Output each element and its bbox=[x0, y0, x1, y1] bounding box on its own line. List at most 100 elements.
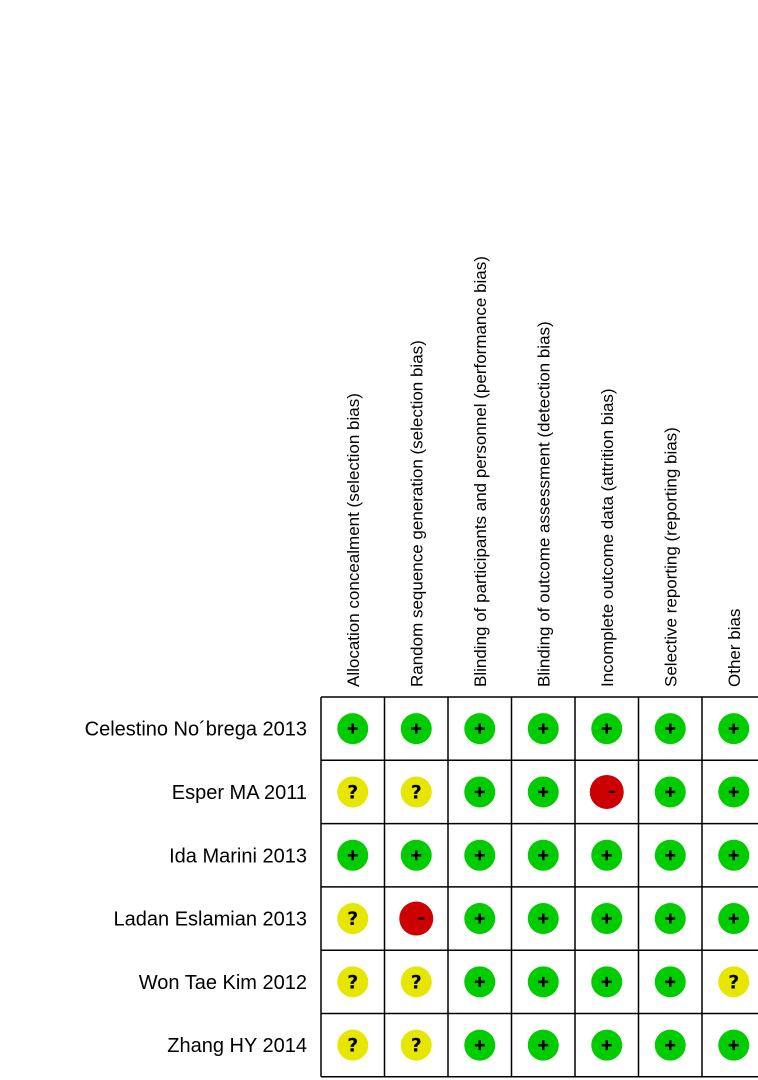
judgement-mark bbox=[464, 839, 496, 871]
unclear-symbol: ? bbox=[347, 781, 358, 803]
unclear-symbol: ? bbox=[728, 971, 739, 993]
plus-bar-v bbox=[669, 976, 672, 987]
judgement-circle bbox=[337, 1029, 369, 1061]
plus-bar-v bbox=[478, 976, 481, 987]
judgement-mark: ? bbox=[337, 903, 369, 935]
grid-lines bbox=[320, 696, 758, 1078]
study-label: Won Tae Kim 2012 bbox=[139, 972, 307, 994]
judgement-mark bbox=[718, 903, 750, 935]
judgement-mark bbox=[337, 713, 369, 745]
plus-bar-v bbox=[605, 1040, 608, 1051]
plus-bar-v bbox=[732, 850, 735, 861]
domain-label: Selective reporting (reporting bias) bbox=[661, 427, 680, 687]
judgement-mark: ? bbox=[400, 1029, 432, 1061]
plus-bar-v bbox=[478, 850, 481, 861]
judgement-mark bbox=[654, 839, 686, 871]
judgement-mark bbox=[464, 776, 496, 808]
judgement-mark: ? bbox=[337, 1029, 369, 1061]
judgement-circle bbox=[337, 966, 369, 998]
domain-label: Other bias bbox=[725, 609, 744, 687]
plus-bar-v bbox=[351, 723, 354, 734]
judgement-circle bbox=[337, 903, 369, 935]
study-label: Esper MA 2011 bbox=[172, 782, 307, 804]
domain-label: Allocation concealment (selection bias) bbox=[344, 393, 363, 687]
judgement-mark bbox=[400, 839, 432, 871]
judgement-mark bbox=[527, 966, 559, 998]
judgement-mark bbox=[718, 1029, 750, 1061]
domain-label: Incomplete outcome data (attrition bias) bbox=[598, 388, 617, 687]
judgement-marks: ???????? bbox=[337, 713, 750, 1061]
unclear-symbol: ? bbox=[347, 1035, 358, 1057]
plus-bar-v bbox=[542, 1040, 545, 1051]
plus-bar-v bbox=[415, 850, 418, 861]
plus-bar-v bbox=[605, 723, 608, 734]
domain-label: Random sequence generation (selection bi… bbox=[407, 340, 426, 687]
judgement-circle bbox=[400, 776, 432, 808]
judgement-mark bbox=[591, 839, 623, 871]
plus-bar-v bbox=[732, 1040, 735, 1051]
judgement-mark: ? bbox=[400, 776, 432, 808]
plus-bar-v bbox=[669, 786, 672, 797]
judgement-mark bbox=[464, 903, 496, 935]
plus-bar-v bbox=[478, 786, 481, 797]
plus-bar-v bbox=[542, 723, 545, 734]
study-label: Zhang HY 2014 bbox=[167, 1035, 307, 1057]
plus-bar-v bbox=[669, 913, 672, 924]
minus-bar bbox=[608, 790, 615, 793]
judgement-mark bbox=[591, 1029, 623, 1061]
judgement-mark: ? bbox=[337, 966, 369, 998]
judgement-mark bbox=[654, 966, 686, 998]
plus-bar-v bbox=[732, 913, 735, 924]
judgement-mark bbox=[654, 776, 686, 808]
unclear-symbol: ? bbox=[411, 1035, 422, 1057]
judgement-mark bbox=[527, 903, 559, 935]
unclear-symbol: ? bbox=[347, 908, 358, 930]
plus-bar-v bbox=[351, 850, 354, 861]
judgement-mark bbox=[591, 966, 623, 998]
judgement-mark bbox=[654, 1029, 686, 1061]
judgement-mark bbox=[718, 839, 750, 871]
judgement-mark bbox=[718, 776, 750, 808]
judgement-mark bbox=[591, 713, 623, 745]
plus-bar-v bbox=[605, 850, 608, 861]
judgement-mark bbox=[654, 713, 686, 745]
judgement-mark bbox=[464, 713, 496, 745]
plus-bar-v bbox=[669, 1040, 672, 1051]
judgement-mark bbox=[399, 901, 434, 936]
minus-bar bbox=[418, 917, 425, 920]
domain-labels: Allocation concealment (selection bias) R… bbox=[344, 256, 744, 687]
plus-bar-v bbox=[669, 723, 672, 734]
judgement-circle bbox=[400, 1029, 432, 1061]
unclear-symbol: ? bbox=[411, 971, 422, 993]
plus-bar-v bbox=[732, 786, 735, 797]
plus-bar-v bbox=[415, 723, 418, 734]
plus-bar-v bbox=[542, 786, 545, 797]
domain-label: Blinding of participants and personnel (… bbox=[471, 256, 490, 687]
judgement-mark bbox=[718, 713, 750, 745]
plus-bar-v bbox=[669, 850, 672, 861]
plus-bar-v bbox=[732, 723, 735, 734]
judgement-mark: ? bbox=[400, 966, 432, 998]
plus-bar-v bbox=[478, 1040, 481, 1051]
judgement-mark bbox=[527, 713, 559, 745]
judgement-mark bbox=[654, 903, 686, 935]
plus-bar-v bbox=[542, 976, 545, 987]
study-label: Ida Marini 2013 bbox=[169, 845, 307, 867]
unclear-symbol: ? bbox=[411, 781, 422, 803]
judgement-mark: ? bbox=[337, 776, 369, 808]
judgement-mark bbox=[337, 839, 369, 871]
unclear-symbol: ? bbox=[347, 971, 358, 993]
judgement-mark bbox=[464, 1029, 496, 1061]
judgement-mark bbox=[527, 776, 559, 808]
plus-bar-v bbox=[542, 913, 545, 924]
study-label: Ladan Eslamian 2013 bbox=[114, 909, 307, 931]
judgement-mark bbox=[464, 966, 496, 998]
domain-label: Blinding of outcome assessment (detectio… bbox=[534, 321, 553, 687]
plus-bar-v bbox=[542, 850, 545, 861]
judgement-mark bbox=[400, 713, 432, 745]
judgement-circle bbox=[718, 966, 750, 998]
plus-bar-v bbox=[478, 913, 481, 924]
judgement-mark: ? bbox=[718, 966, 750, 998]
plus-bar-v bbox=[478, 723, 481, 734]
